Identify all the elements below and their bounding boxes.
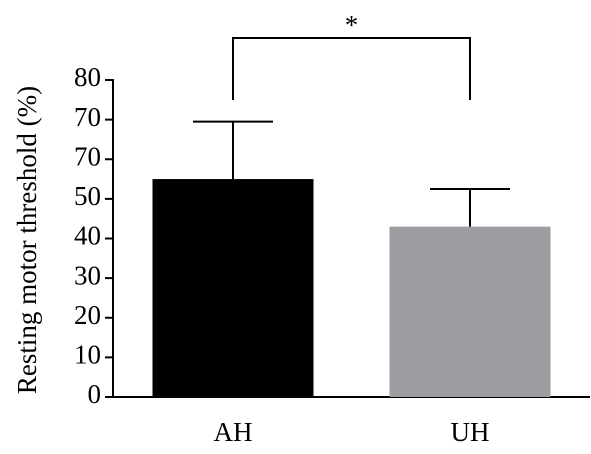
y-tick-label: 20	[74, 300, 101, 330]
x-tick-label: UH	[451, 417, 490, 447]
bar	[389, 226, 551, 397]
y-tick-label: 50	[74, 181, 101, 211]
y-tick-label: 80	[74, 62, 101, 92]
error-bar	[430, 187, 510, 227]
y-tick-label: 70	[74, 141, 101, 171]
error-bar	[193, 120, 273, 180]
y-tick-label: 30	[74, 260, 101, 290]
y-tick-label: 70	[74, 102, 101, 132]
significance-bracket	[232, 37, 471, 100]
y-tick-label: 0	[88, 379, 102, 409]
bar	[152, 179, 314, 397]
y-tick-label: 40	[74, 221, 101, 251]
y-tick-label: 10	[74, 340, 101, 370]
x-tick-label: AH	[214, 417, 253, 447]
annotation: *	[345, 10, 359, 40]
y-axis-label: Resting motor threshold (%)	[12, 86, 42, 394]
